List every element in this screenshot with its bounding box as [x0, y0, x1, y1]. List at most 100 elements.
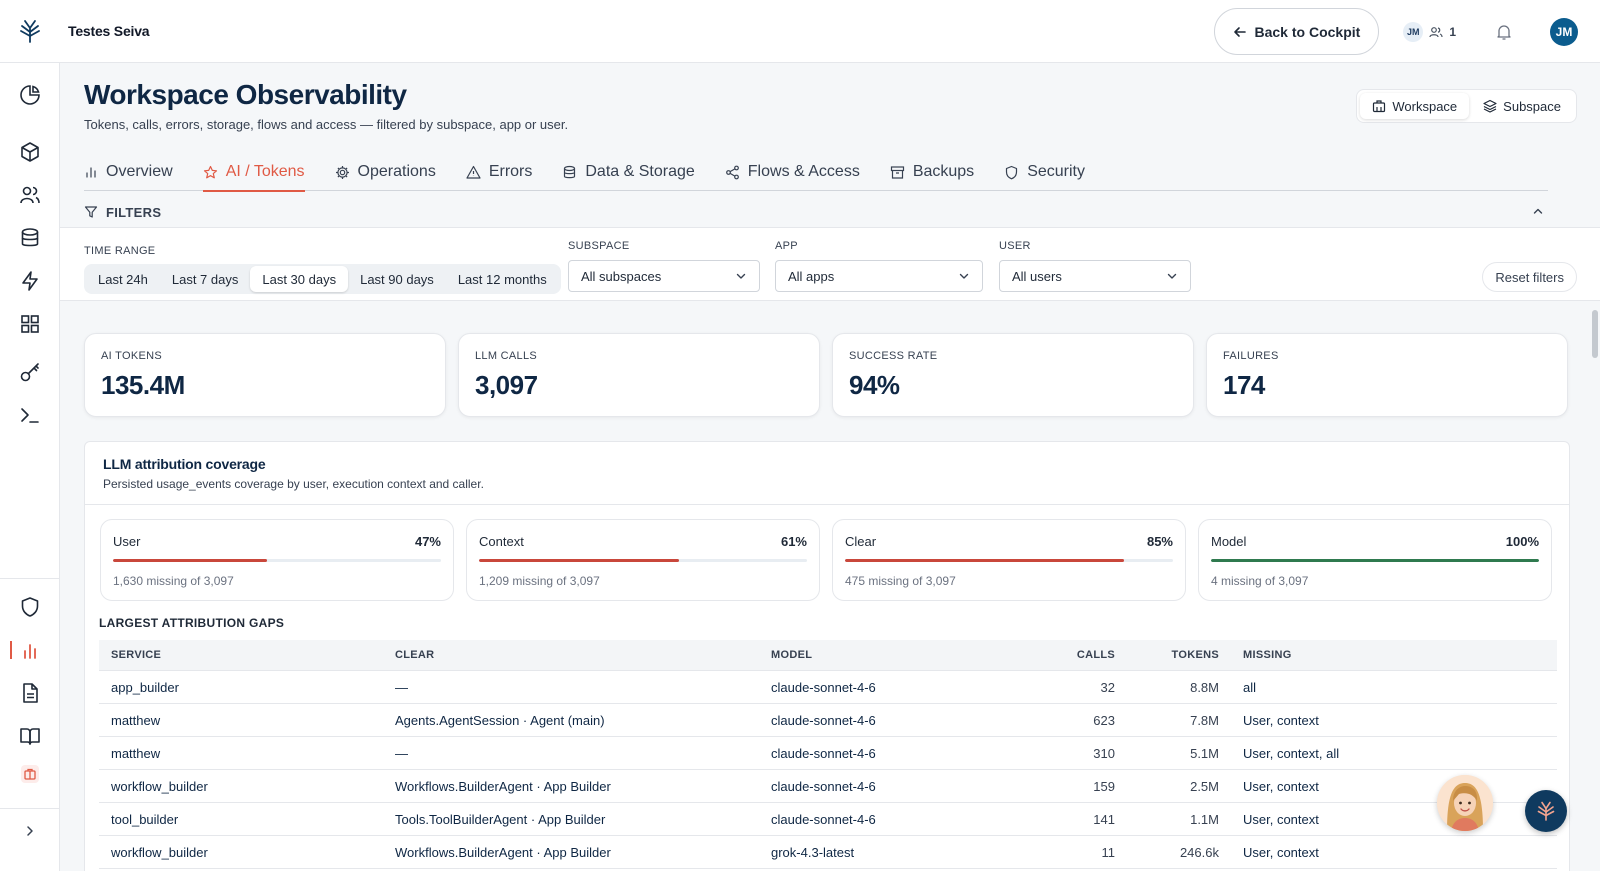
cell-service: tool_builder [111, 811, 179, 827]
table-row[interactable]: matthew — claude-sonnet-4-6 310 5.1M Use… [99, 737, 1557, 770]
time-range-selector: Last 24h Last 7 days Last 30 days Last 9… [84, 264, 561, 294]
coverage-name: Context [479, 534, 524, 549]
sidebar-divider [0, 578, 60, 579]
table-row[interactable]: matthew Agents.AgentSession · Agent (mai… [99, 704, 1557, 737]
page-scrollbar[interactable] [1592, 310, 1598, 358]
kpi-label: AI TOKENS [101, 350, 162, 362]
coverage-card-model: Model 100% 4 missing of 3,097 [1198, 519, 1552, 601]
scope-subspace-button[interactable]: Subspace [1471, 93, 1573, 119]
cell-tokens: 1.1M [1190, 811, 1219, 827]
attribution-coverage-panel: LLM attribution coverage Persisted usage… [84, 441, 1570, 871]
top-bar: Testes Seiva Back to Cockpit JM 1 JM [0, 0, 1600, 63]
user-select[interactable]: All users [999, 260, 1191, 292]
main-content: Workspace Observability Tokens, calls, e… [60, 63, 1600, 871]
app-logo[interactable] [0, 0, 60, 63]
panel-divider [85, 504, 1569, 505]
sidebar-users-icon[interactable] [17, 182, 43, 208]
tab-security[interactable]: Security [1004, 153, 1085, 191]
tab-operations-label: Operations [357, 163, 436, 180]
coverage-progress-track [1211, 559, 1539, 562]
column-header-model[interactable]: MODEL [771, 649, 813, 661]
table-row[interactable]: workflow_builder Workflows.BuilderAgent … [99, 770, 1557, 803]
tab-overview[interactable]: Overview [84, 153, 173, 191]
cell-missing: User, context [1243, 778, 1319, 794]
notifications-bell-icon[interactable] [1494, 22, 1514, 42]
tab-flows-access[interactable]: Flows & Access [725, 153, 860, 191]
app-select[interactable]: All apps [775, 260, 983, 292]
tab-data-storage[interactable]: Data & Storage [562, 153, 695, 191]
presence-indicator[interactable]: JM 1 [1403, 21, 1456, 42]
sidebar-bolt-icon[interactable] [17, 268, 43, 294]
column-header-missing[interactable]: MISSING [1243, 649, 1292, 661]
archive-icon [890, 165, 904, 179]
warning-icon [466, 165, 481, 179]
sidebar-bar-chart-icon[interactable] [17, 637, 43, 663]
column-header-calls[interactable]: CALLS [1076, 649, 1115, 661]
cell-tokens: 246.6k [1179, 844, 1219, 860]
kpi-value: 94% [849, 370, 900, 400]
time-range-option[interactable]: Last 24h [98, 271, 148, 287]
sidebar-document-icon[interactable] [17, 680, 43, 706]
time-range-option[interactable]: Last 12 months [457, 271, 547, 287]
chevron-down-icon [736, 273, 746, 279]
sidebar-shield-icon[interactable] [17, 594, 43, 620]
tab-operations[interactable]: Operations [335, 153, 436, 191]
column-header-tokens[interactable]: TOKENS [1171, 649, 1219, 661]
coverage-card-clear: Clear 85% 475 missing of 3,097 [832, 519, 1186, 601]
panel-title: LLM attribution coverage [103, 456, 266, 472]
panel-subtitle: Persisted usage_events coverage by user,… [103, 477, 484, 491]
tab-errors[interactable]: Errors [466, 153, 532, 191]
coverage-progress-track [113, 559, 441, 562]
coverage-missing: 4 missing of 3,097 [1211, 574, 1309, 588]
cell-model: claude-sonnet-4-6 [771, 811, 876, 827]
back-to-cockpit-button[interactable]: Back to Cockpit [1213, 8, 1380, 55]
subspace-select[interactable]: All subspaces [568, 260, 760, 292]
layers-icon [1483, 99, 1497, 113]
time-range-option[interactable]: Last 7 days [171, 271, 239, 287]
sidebar-terminal-icon[interactable] [17, 402, 43, 428]
reset-filters-button[interactable]: Reset filters [1482, 262, 1577, 292]
table-row[interactable]: workflow_builder Workflows.BuilderAgent … [99, 836, 1557, 869]
kpi-value: 135.4M [101, 370, 185, 400]
presence-count: 1 [1449, 24, 1456, 39]
user-avatar[interactable]: JM [1550, 17, 1578, 46]
filters-toggle[interactable]: FILTERS [84, 197, 1548, 227]
scope-workspace-button[interactable]: Workspace [1360, 93, 1470, 119]
gaps-title: LARGEST ATTRIBUTION GAPS [99, 616, 285, 630]
time-range-option-selected[interactable]: Last 30 days [250, 266, 349, 292]
star-icon [203, 165, 217, 178]
subspace-select-value: All subspaces [581, 268, 662, 284]
chevron-down-icon [959, 273, 969, 279]
shield-icon [1006, 165, 1018, 179]
table-row[interactable]: tool_builder Tools.ToolBuilderAgent · Ap… [99, 803, 1557, 836]
database-icon [564, 165, 576, 178]
sidebar-book-icon[interactable] [17, 723, 43, 749]
sidebar-cube-icon[interactable] [17, 139, 43, 165]
sidebar-grid-icon[interactable] [17, 311, 43, 337]
share-icon [725, 165, 739, 179]
sidebar-briefcase-icon[interactable] [17, 761, 43, 787]
subspace-label: SUBSPACE [568, 240, 630, 252]
coverage-progress-fill [479, 559, 680, 562]
sidebar-divider-bottom [0, 808, 60, 809]
tab-ai-tokens[interactable]: AI / Tokens [202, 153, 305, 192]
tab-security-label: Security [1027, 163, 1085, 180]
coverage-progress-track [479, 559, 807, 562]
column-header-service[interactable]: SERVICE [111, 649, 162, 661]
table-row[interactable]: app_builder — claude-sonnet-4-6 32 8.8M … [99, 671, 1557, 704]
coverage-missing: 1,630 missing of 3,097 [113, 574, 234, 588]
chat-launcher-button[interactable] [1525, 790, 1567, 832]
column-header-clear[interactable]: CLEAR [395, 649, 435, 661]
coverage-percent: 47% [414, 534, 441, 549]
sidebar-key-icon[interactable] [17, 359, 43, 385]
assistant-avatar[interactable] [1437, 775, 1493, 831]
time-range-option[interactable]: Last 90 days [360, 271, 434, 287]
tab-backups[interactable]: Backups [890, 153, 974, 191]
kpi-card-ai-tokens: AI TOKENS 135.4M [84, 333, 446, 417]
attribution-gaps-table: SERVICE CLEAR MODEL CALLS TOKENS MISSING… [99, 640, 1557, 869]
sidebar-expand-chevron-icon[interactable] [17, 818, 43, 844]
time-range-label: TIME RANGE [84, 245, 156, 257]
sidebar-database-icon[interactable] [17, 225, 43, 251]
tab-flows-access-label: Flows & Access [747, 163, 860, 180]
sidebar-dashboard-icon[interactable] [17, 82, 43, 108]
